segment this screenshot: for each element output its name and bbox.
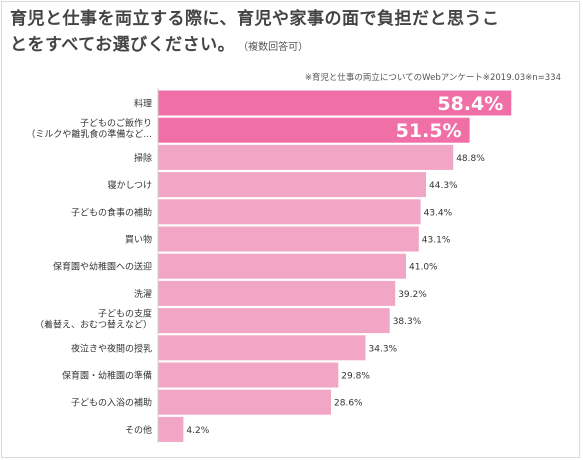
- bar-8: [158, 308, 390, 334]
- bar-7: [158, 280, 396, 306]
- category-label-7: 洗濯: [134, 288, 152, 300]
- bar-11: [158, 389, 331, 415]
- bar-5: [158, 226, 419, 252]
- category-label-3: 寝かしつけ: [108, 179, 152, 191]
- value-label-2: 48.8%: [456, 154, 485, 164]
- title-line-2: とをすべてお選びください。 （複数回答可）: [10, 32, 575, 61]
- bar-12: [158, 416, 184, 442]
- category-label-12: その他: [125, 424, 152, 436]
- category-label-8-line-0: 子どもの支度: [98, 308, 152, 320]
- title-note: （複数回答可）: [243, 42, 309, 53]
- value-label-7: 39.2%: [398, 290, 427, 300]
- value-label-10: 29.8%: [341, 372, 370, 382]
- bar-9: [158, 335, 366, 361]
- category-label-8-line-1: （着替え、おむつ替えなど）: [35, 319, 152, 331]
- value-label-11: 28.6%: [334, 399, 363, 409]
- value-label-0: 58.4%: [437, 93, 503, 115]
- value-label-6: 41.0%: [409, 263, 438, 273]
- bar-6: [158, 253, 406, 279]
- category-label-1-line-1: （ミルクや離乳食の準備など...: [26, 128, 152, 140]
- category-label-1-line-0: 子どものご飯作り: [80, 117, 152, 129]
- value-label-1: 51.5%: [396, 120, 462, 142]
- chart-title: 育児と仕事を両立する際に、育児や家事の面で負担だと思うこ とをすべてお選びくださ…: [10, 6, 575, 61]
- title-line-2-text: とをすべてお選びください。: [10, 35, 236, 55]
- category-label-9: 夜泣きや夜間の授乳: [71, 342, 152, 354]
- bar-1: [158, 117, 470, 143]
- title-line-1: 育児と仕事を両立する際に、育児や家事の面で負担だと思うこ: [10, 9, 500, 29]
- category-label-2: 掃除: [134, 152, 152, 164]
- bar-10: [158, 362, 339, 388]
- bar-3: [158, 172, 426, 198]
- value-label-9: 34.3%: [369, 344, 398, 354]
- survey-source-note: ※育児と仕事の両立についてのWebアンケート※2019.03※n=334: [304, 73, 561, 83]
- bar-4: [158, 199, 421, 225]
- category-label-6: 保育園や幼稚園への送迎: [53, 261, 152, 273]
- value-label-8: 38.3%: [393, 317, 422, 327]
- category-label-5: 買い物: [125, 234, 152, 246]
- value-label-12: 4.2%: [186, 426, 209, 436]
- bar-2: [158, 144, 454, 170]
- bar-0: [158, 90, 512, 116]
- category-label-4: 子どもの食事の補助: [71, 206, 152, 218]
- value-label-3: 44.3%: [429, 181, 458, 191]
- value-label-5: 43.1%: [422, 236, 451, 246]
- value-label-4: 43.4%: [424, 208, 453, 218]
- category-label-0: 料理: [134, 98, 152, 110]
- category-label-11: 子どもの入浴の補助: [71, 397, 152, 409]
- category-label-10: 保育園・幼稚園の準備: [62, 370, 152, 382]
